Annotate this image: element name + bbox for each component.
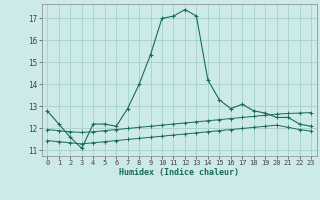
X-axis label: Humidex (Indice chaleur): Humidex (Indice chaleur) [119, 168, 239, 177]
